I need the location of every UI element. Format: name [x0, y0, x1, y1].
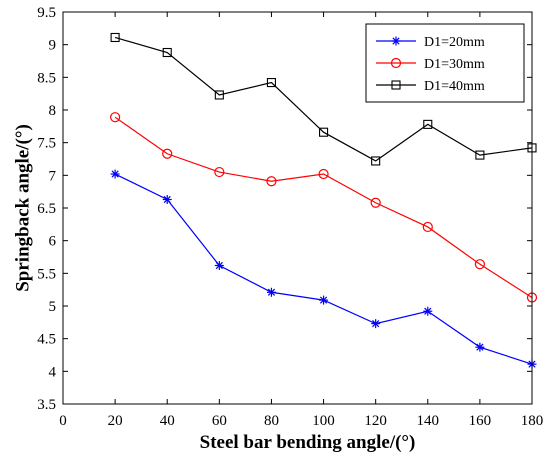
x-axis-title: Steel bar bending angle/(°) — [200, 432, 416, 453]
data-point — [371, 319, 381, 329]
data-point — [214, 260, 224, 270]
data-point — [475, 342, 485, 352]
x-tick-label: 180 — [521, 413, 544, 429]
data-point — [423, 119, 433, 129]
x-tick-label: 160 — [469, 413, 492, 429]
data-point — [475, 150, 485, 160]
legend-label: D1=40mm — [424, 79, 485, 94]
y-tick-label: 9.5 — [37, 5, 56, 21]
legend: D1=20mm D1=30mm D1=40mm — [365, 23, 525, 103]
y-tick-label: 8 — [49, 103, 57, 119]
data-point — [319, 295, 329, 305]
data-point — [474, 259, 485, 270]
legend-item: D1=30mm — [376, 57, 485, 72]
data-point — [214, 166, 225, 178]
data-point — [391, 36, 401, 46]
y-tick-label: 4.5 — [37, 332, 56, 348]
x-tick-label: 60 — [212, 413, 227, 429]
series-1 — [110, 169, 537, 369]
data-point — [371, 156, 381, 166]
data-point — [162, 195, 172, 205]
plot-frame — [62, 11, 533, 405]
x-tick-label: 40 — [160, 413, 175, 429]
x-tick-label: 140 — [417, 413, 440, 429]
y-tick-label: 8.5 — [37, 70, 56, 86]
legend-item: D1=20mm — [376, 35, 485, 50]
data-point — [266, 78, 276, 88]
data-point — [391, 80, 401, 90]
data-point — [214, 90, 224, 100]
data-point — [319, 127, 329, 137]
data-point — [390, 57, 402, 69]
y-tick-label: 5.5 — [37, 266, 56, 282]
y-tick-label: 5 — [49, 299, 57, 315]
series-2 — [110, 112, 538, 303]
data-point — [370, 197, 381, 208]
y-tick-label: 4 — [49, 364, 57, 380]
tick-layer: 0 20 40 60 80 100 120 140 160 180 3.5 4 4.5 5 5.5 6 6.5 7… — [37, 5, 543, 429]
data-point — [162, 47, 172, 58]
data-point — [266, 287, 276, 297]
x-tick-label: 100 — [312, 413, 335, 429]
series-line — [114, 116, 533, 299]
y-tick-label: 3.5 — [37, 397, 56, 413]
data-point — [110, 169, 120, 179]
data-point — [422, 221, 433, 233]
x-tick-label: 0 — [59, 413, 67, 429]
y-axis-title: Springback angle/(°) — [13, 124, 34, 292]
series-line — [114, 36, 533, 162]
data-point — [162, 148, 173, 159]
data-point — [110, 112, 121, 123]
legend-label: D1=30mm — [424, 57, 485, 72]
legend-item: D1=40mm — [376, 79, 485, 94]
legend-label: D1=20mm — [424, 35, 485, 50]
y-tick-label: 6.5 — [37, 201, 56, 217]
data-point — [423, 306, 433, 316]
data-point — [318, 168, 329, 180]
y-tick-label: 7.5 — [37, 136, 56, 152]
x-tick-label: 120 — [364, 413, 387, 429]
data-point — [110, 32, 120, 43]
y-tick-label: 7 — [49, 168, 57, 184]
x-tick-label: 20 — [108, 413, 123, 429]
x-tick-label: 80 — [264, 413, 279, 429]
y-tick-label: 6 — [49, 234, 57, 250]
y-tick-label: 9 — [49, 38, 57, 54]
data-point — [266, 176, 277, 187]
